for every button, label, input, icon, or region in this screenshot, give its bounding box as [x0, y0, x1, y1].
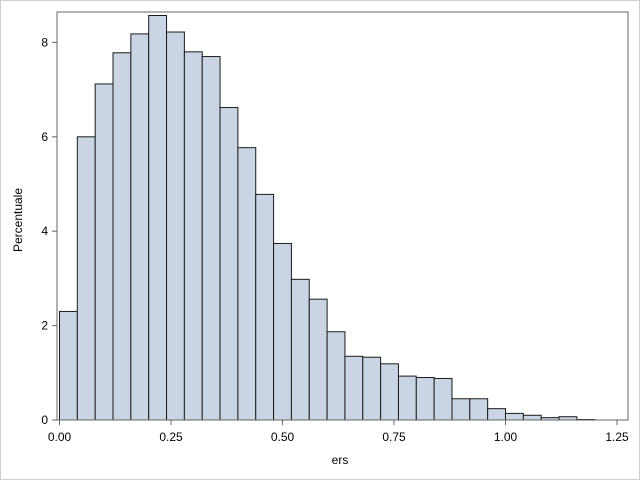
- bars-layer: [59, 15, 596, 421]
- y-tick-label: 4: [41, 224, 48, 238]
- y-tick-label: 0: [41, 413, 48, 427]
- histogram-bar: [469, 398, 489, 421]
- x-tick-label: 0.75: [382, 430, 406, 444]
- histogram-bar: [94, 83, 114, 421]
- histogram-bar: [273, 242, 292, 421]
- histogram-bar: [362, 356, 382, 421]
- y-tick-label: 2: [41, 319, 48, 333]
- histogram-bar: [130, 33, 150, 421]
- histogram-bar: [380, 363, 399, 421]
- x-tick-label: 0.50: [271, 430, 295, 444]
- x-tick-label: 1.00: [494, 430, 518, 444]
- axes-layer: [56, 11, 629, 421]
- x-axis-label: ers: [332, 453, 349, 467]
- histogram-bar: [505, 412, 524, 421]
- histogram-bar: [308, 298, 328, 421]
- histogram-bar: [451, 398, 471, 421]
- histogram-bar: [255, 193, 275, 421]
- histogram-bar: [397, 375, 417, 421]
- plot-area: [56, 11, 629, 421]
- histogram-bar: [112, 52, 132, 421]
- y-tick-label: 6: [41, 130, 48, 144]
- y-axis-label: Percentuale: [11, 188, 25, 252]
- histogram-bar: [201, 56, 221, 421]
- histogram-bar: [148, 15, 168, 421]
- histogram-bar: [59, 310, 78, 421]
- histogram-bar: [487, 408, 507, 421]
- histogram-bar: [219, 107, 239, 421]
- histogram-bar: [237, 147, 257, 421]
- histogram-bar: [326, 331, 346, 421]
- x-tick-label: 0.25: [159, 430, 183, 444]
- y-axis-ticks: 0 2 4 6 8: [41, 35, 57, 427]
- histogram-bar: [76, 136, 96, 421]
- histogram-bar: [415, 377, 435, 421]
- histogram-bar: [522, 414, 542, 421]
- x-axis-ticks: 0.00 0.25 0.50 0.75 1.00 1.25: [48, 420, 629, 444]
- x-tick-label: 0.00: [48, 430, 72, 444]
- y-tick-label: 8: [41, 35, 48, 49]
- histogram-bar: [166, 31, 185, 421]
- histogram-bar: [433, 377, 453, 421]
- x-tick-label: 1.25: [605, 430, 629, 444]
- histogram-bar: [344, 355, 364, 421]
- histogram-bar: [290, 278, 310, 421]
- histogram-bar: [183, 51, 203, 421]
